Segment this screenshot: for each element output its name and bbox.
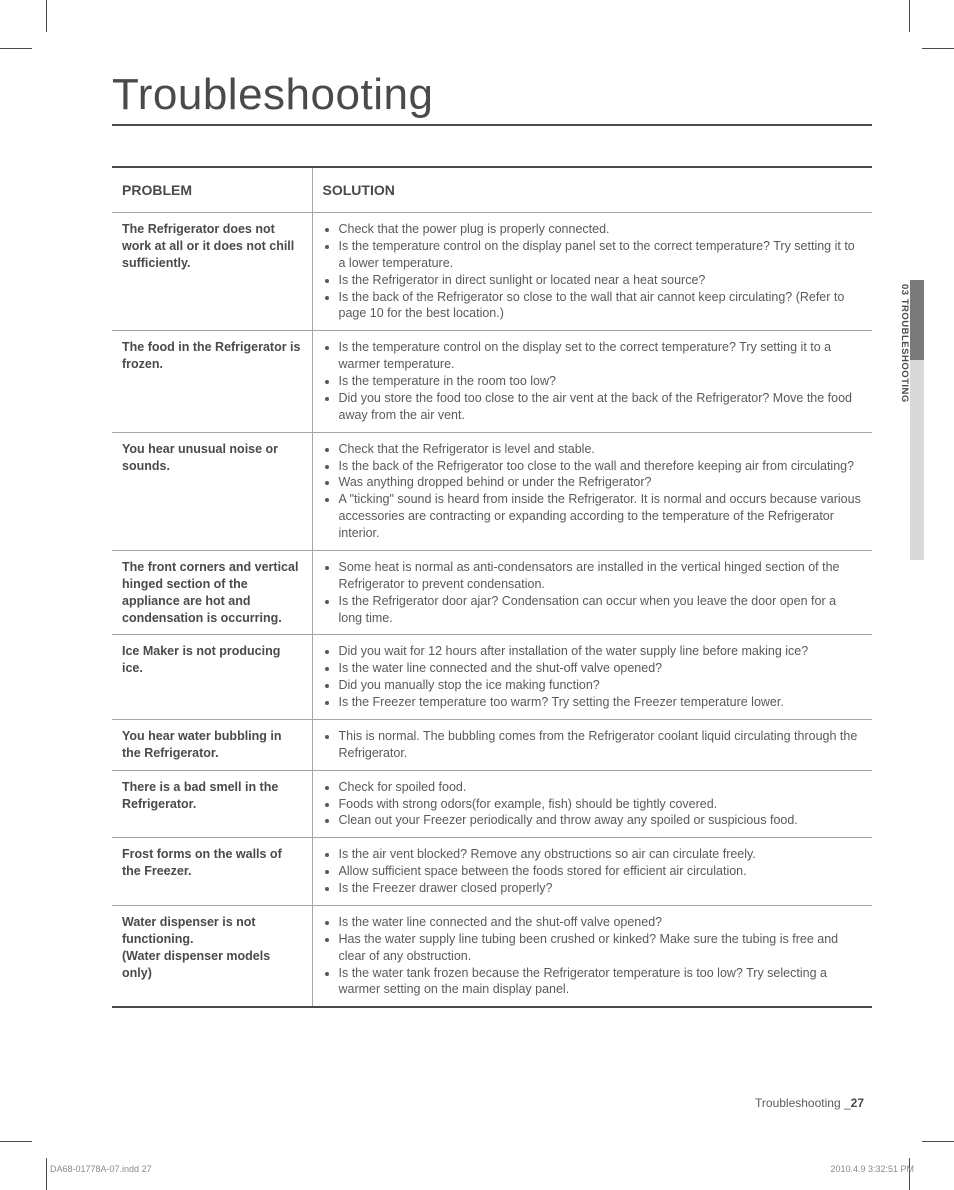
table-row: You hear water bubbling in the Refrigera…	[112, 719, 872, 770]
footer-page: Troubleshooting _27	[755, 1096, 864, 1110]
crop-mark	[922, 1141, 954, 1142]
solution-cell: Check for spoiled food.Foods with strong…	[312, 770, 872, 838]
solution-item: Is the water line connected and the shut…	[339, 660, 863, 677]
crop-mark	[909, 1158, 910, 1190]
table-row: Frost forms on the walls of the Freezer.…	[112, 838, 872, 906]
page-content: Troubleshooting PROBLEM SOLUTION The Ref…	[112, 70, 872, 1008]
problem-cell: The Refrigerator does not work at all or…	[112, 213, 312, 331]
solution-item: Is the back of the Refrigerator so close…	[339, 289, 863, 323]
solution-list: Check that the power plug is properly co…	[323, 221, 863, 322]
table-row: There is a bad smell in the Refrigerator…	[112, 770, 872, 838]
solution-list: Some heat is normal as anti-condensators…	[323, 559, 863, 627]
problem-cell: The food in the Refrigerator is frozen.	[112, 331, 312, 432]
solution-item: Allow sufficient space between the foods…	[339, 863, 863, 880]
problem-cell: There is a bad smell in the Refrigerator…	[112, 770, 312, 838]
crop-mark	[46, 0, 47, 32]
problem-cell: You hear water bubbling in the Refrigera…	[112, 719, 312, 770]
solution-item: Check for spoiled food.	[339, 779, 863, 796]
solution-cell: This is normal. The bubbling comes from …	[312, 719, 872, 770]
solution-cell: Is the water line connected and the shut…	[312, 905, 872, 1007]
footer-page-number: 27	[851, 1096, 864, 1110]
page-title: Troubleshooting	[112, 70, 872, 126]
solution-list: Did you wait for 12 hours after installa…	[323, 643, 863, 711]
solution-list: This is normal. The bubbling comes from …	[323, 728, 863, 762]
solution-list: Is the temperature control on the displa…	[323, 339, 863, 423]
solution-item: Clean out your Freezer periodically and …	[339, 812, 863, 829]
footer-doc-id: DA68-01778A-07.indd 27	[50, 1164, 152, 1174]
solution-item: Has the water supply line tubing been cr…	[339, 931, 863, 965]
solution-item: Was anything dropped behind or under the…	[339, 474, 863, 491]
table-row: Ice Maker is not producing ice. Did you w…	[112, 635, 872, 720]
table-row: The food in the Refrigerator is frozen. I…	[112, 331, 872, 432]
troubleshooting-table: PROBLEM SOLUTION The Refrigerator does n…	[112, 166, 872, 1008]
problem-cell: Ice Maker is not producing ice.	[112, 635, 312, 720]
solution-item: Is the water line connected and the shut…	[339, 914, 863, 931]
problem-cell: Water dispenser is not functioning.(Wate…	[112, 905, 312, 1007]
solution-item: Check that the Refrigerator is level and…	[339, 441, 863, 458]
footer-timestamp: 2010.4.9 3:32:51 PM	[830, 1164, 914, 1174]
solution-item: Is the Refrigerator in direct sunlight o…	[339, 272, 863, 289]
solution-list: Is the air vent blocked? Remove any obst…	[323, 846, 863, 897]
solution-item: Is the back of the Refrigerator too clos…	[339, 458, 863, 475]
solution-item: Is the temperature control on the displa…	[339, 339, 863, 373]
solution-item: Check that the power plug is properly co…	[339, 221, 863, 238]
solution-item: Is the air vent blocked? Remove any obst…	[339, 846, 863, 863]
crop-mark	[922, 48, 954, 49]
column-header-problem: PROBLEM	[112, 167, 312, 213]
crop-mark	[46, 1158, 47, 1190]
section-tab: 03 TROUBLESHOOTING	[896, 280, 924, 560]
solution-cell: Check that the power plug is properly co…	[312, 213, 872, 331]
solution-item: Is the Freezer temperature too warm? Try…	[339, 694, 863, 711]
solution-cell: Some heat is normal as anti-condensators…	[312, 550, 872, 635]
solution-item: Did you manually stop the ice making fun…	[339, 677, 863, 694]
solution-item: Is the water tank frozen because the Ref…	[339, 965, 863, 999]
solution-item: Is the temperature in the room too low?	[339, 373, 863, 390]
solution-item: Is the Freezer drawer closed properly?	[339, 880, 863, 897]
crop-mark	[0, 48, 32, 49]
table-row: The Refrigerator does not work at all or…	[112, 213, 872, 331]
solution-item: Is the temperature control on the displa…	[339, 238, 863, 272]
tab-label: 03 TROUBLESHOOTING	[896, 280, 910, 564]
solution-list: Is the water line connected and the shut…	[323, 914, 863, 998]
footer-section-name: Troubleshooting _	[755, 1096, 851, 1110]
solution-cell: Is the temperature control on the displa…	[312, 331, 872, 432]
solution-item: A "ticking" sound is heard from inside t…	[339, 491, 863, 542]
table-row: You hear unusual noise or sounds. Check t…	[112, 432, 872, 550]
solution-cell: Did you wait for 12 hours after installa…	[312, 635, 872, 720]
solution-cell: Is the air vent blocked? Remove any obst…	[312, 838, 872, 906]
solution-item: Foods with strong odors(for example, fis…	[339, 796, 863, 813]
problem-cell: Frost forms on the walls of the Freezer.	[112, 838, 312, 906]
solution-item: Is the Refrigerator door ajar? Condensat…	[339, 593, 863, 627]
column-header-solution: SOLUTION	[312, 167, 872, 213]
solution-item: Did you wait for 12 hours after installa…	[339, 643, 863, 660]
solution-cell: Check that the Refrigerator is level and…	[312, 432, 872, 550]
solution-item: Did you store the food too close to the …	[339, 390, 863, 424]
problem-cell: The front corners and vertical hinged se…	[112, 550, 312, 635]
crop-mark	[0, 1141, 32, 1142]
table-row: Water dispenser is not functioning.(Wate…	[112, 905, 872, 1007]
crop-mark	[909, 0, 910, 32]
solution-item: This is normal. The bubbling comes from …	[339, 728, 863, 762]
problem-cell: You hear unusual noise or sounds.	[112, 432, 312, 550]
table-row: The front corners and vertical hinged se…	[112, 550, 872, 635]
tab-active-bg	[910, 280, 924, 360]
solution-item: Some heat is normal as anti-condensators…	[339, 559, 863, 593]
solution-list: Check for spoiled food.Foods with strong…	[323, 779, 863, 830]
solution-list: Check that the Refrigerator is level and…	[323, 441, 863, 542]
